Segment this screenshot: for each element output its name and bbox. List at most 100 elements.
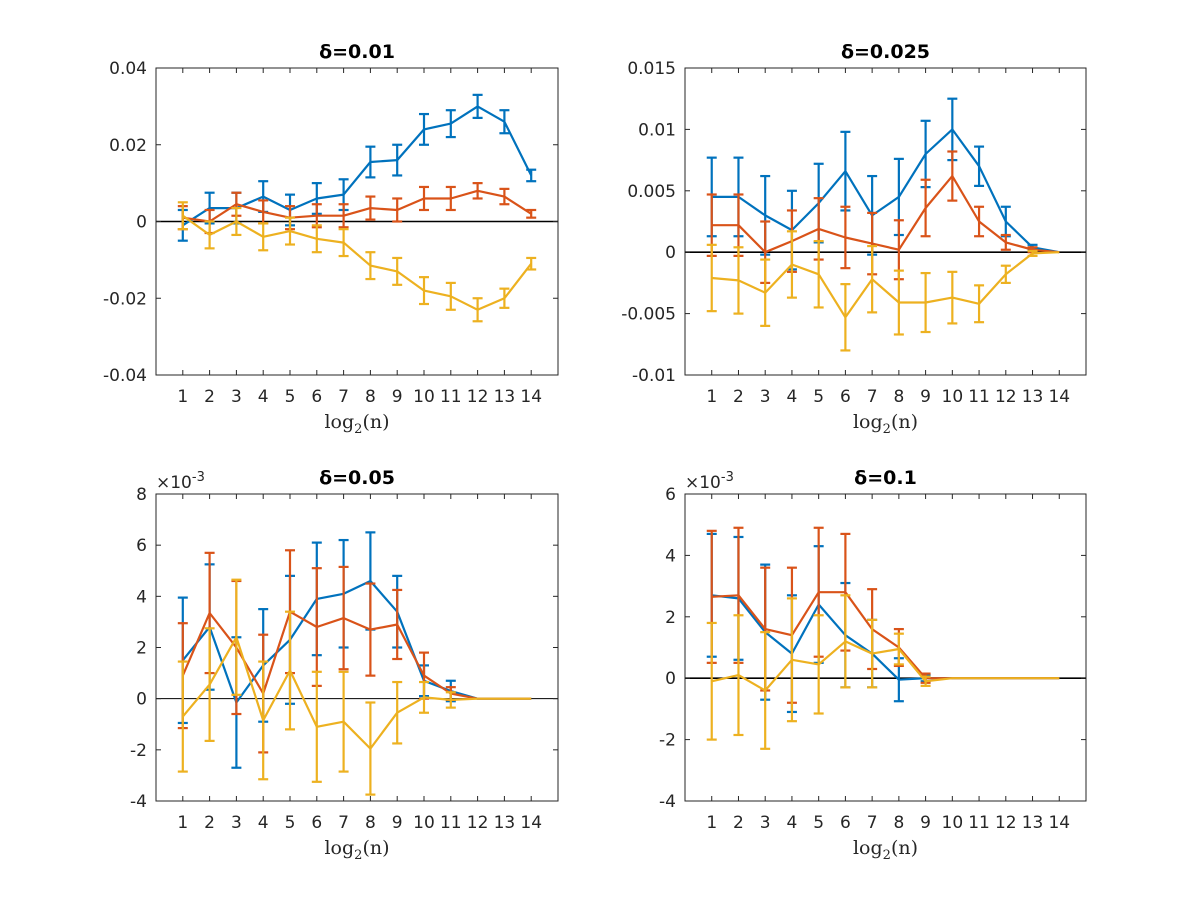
y-tick-label: 0	[136, 690, 147, 710]
x-tick-label: 9	[920, 387, 931, 407]
x-axis-label: log2(n)	[324, 411, 389, 437]
x-tick-label: 11	[968, 813, 990, 833]
error-bar	[1000, 264, 1011, 284]
error-bar	[840, 283, 851, 352]
error-bar	[920, 675, 931, 687]
error-bar	[706, 243, 717, 313]
error-bar	[1027, 249, 1038, 257]
error-bar	[285, 216, 295, 246]
error-bar	[419, 112, 429, 146]
error-bar	[285, 610, 295, 731]
axes-box	[155, 493, 559, 802]
x-tick-label: 2	[204, 387, 215, 407]
y-tick-label: -2	[659, 731, 676, 751]
series-line	[711, 251, 1060, 319]
error-bar	[419, 680, 429, 714]
x-tick-label: 2	[733, 813, 744, 833]
x-tick-label: 1	[706, 813, 717, 833]
error-bar	[1000, 233, 1011, 251]
x-tick-label: 10	[413, 387, 435, 407]
error-bar	[445, 109, 456, 139]
error-bar	[786, 230, 797, 299]
error-bar	[445, 185, 456, 212]
x-tick-label: 3	[760, 387, 771, 407]
x-tick-label: 9	[920, 813, 931, 833]
error-bar	[733, 246, 744, 315]
subplot-title: δ=0.01	[319, 41, 395, 63]
x-tick-label: 13	[1022, 813, 1044, 833]
error-bar	[813, 614, 824, 715]
error-bar	[786, 597, 797, 723]
y-tick-label: 0	[665, 669, 676, 689]
series-3	[706, 230, 1060, 352]
error-bar	[445, 281, 456, 311]
series-3	[177, 201, 537, 323]
x-tick-label: 14	[520, 813, 542, 833]
error-bar	[338, 203, 349, 229]
x-axis-label: log2(n)	[853, 837, 918, 863]
x-tick-label: 1	[177, 813, 188, 833]
x-tick-label: 8	[893, 387, 904, 407]
x-tick-label: 8	[365, 813, 376, 833]
error-bar	[760, 631, 771, 750]
y-tick-label: -0.02	[103, 289, 147, 309]
x-tick-label: 13	[1022, 387, 1044, 407]
error-bar	[867, 618, 878, 689]
exponent-label: ×10-3	[685, 470, 734, 493]
x-tick-label: 6	[311, 813, 322, 833]
x-tick-label: 7	[867, 813, 878, 833]
x-tick-label: 14	[520, 387, 542, 407]
error-bar	[177, 201, 188, 231]
error-bar	[472, 93, 483, 119]
error-bar	[392, 143, 403, 177]
error-bar	[760, 258, 771, 327]
x-tick-label: 6	[840, 387, 851, 407]
x-tick-label: 5	[285, 813, 296, 833]
error-bar	[258, 222, 269, 252]
series-line	[182, 214, 533, 311]
x-tick-label: 10	[942, 387, 964, 407]
error-bar	[419, 276, 429, 306]
x-tick-label: 12	[995, 387, 1017, 407]
error-bar	[392, 256, 403, 286]
series-2	[706, 150, 1060, 284]
error-bar	[706, 621, 717, 741]
x-tick-label: 13	[494, 813, 516, 833]
x-tick-label: 14	[1048, 387, 1070, 407]
x-tick-label: 1	[706, 387, 717, 407]
error-bar	[338, 228, 349, 258]
x-tick-label: 6	[311, 387, 322, 407]
y-tick-label: 0	[136, 213, 147, 233]
error-bar	[231, 206, 242, 237]
error-bar	[840, 594, 851, 689]
y-tick-label: -0.04	[103, 366, 147, 386]
x-tick-label: 7	[338, 813, 349, 833]
x-tick-label: 3	[231, 387, 242, 407]
x-tick-label: 4	[787, 387, 798, 407]
x-tick-label: 9	[392, 813, 403, 833]
x-tick-label: 4	[787, 813, 798, 833]
y-tick-label: 0	[665, 243, 676, 263]
error-bar	[392, 588, 403, 661]
axes-box	[684, 493, 1087, 802]
y-tick-label: 0.015	[627, 59, 676, 79]
x-tick-label: 4	[258, 813, 269, 833]
x-tick-label: 7	[338, 387, 349, 407]
error-bar	[893, 632, 904, 666]
x-tick-label: 2	[733, 387, 744, 407]
x-tick-label: 11	[440, 813, 462, 833]
subplot-title: δ=0.05	[319, 467, 395, 489]
x-tick-label: 9	[392, 387, 403, 407]
series-3	[177, 578, 532, 796]
y-tick-label: 4	[665, 546, 676, 566]
x-tick-label: 4	[258, 387, 269, 407]
error-bar	[258, 660, 269, 781]
error-bar	[974, 284, 985, 324]
x-tick-label: 10	[413, 813, 435, 833]
error-bar	[920, 178, 931, 238]
x-tick-label: 12	[467, 387, 489, 407]
error-bar	[177, 660, 188, 773]
error-bar	[365, 145, 376, 179]
x-tick-label: 10	[942, 813, 964, 833]
